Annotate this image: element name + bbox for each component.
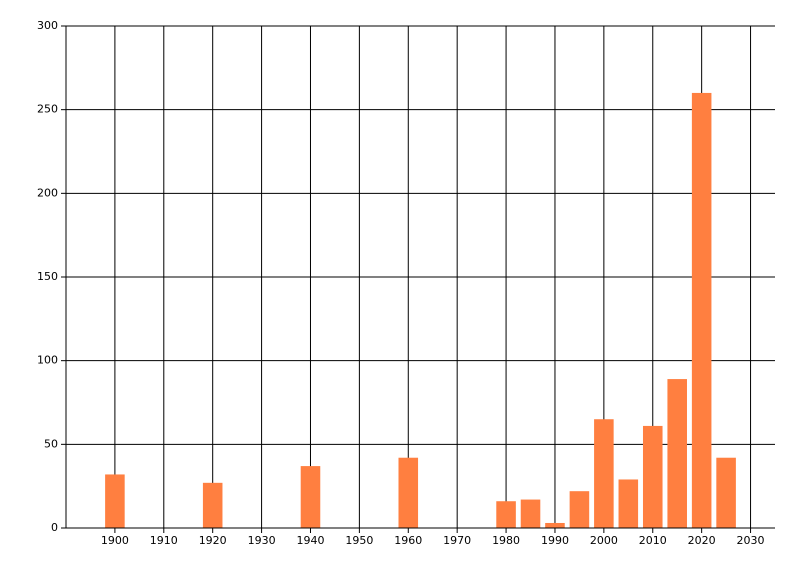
x-tick-label: 1930 xyxy=(248,534,276,547)
y-tick-label: 100 xyxy=(37,354,58,367)
x-tick-label: 1910 xyxy=(150,534,178,547)
bar xyxy=(520,499,541,528)
bar xyxy=(545,522,565,528)
x-tick-label: 1950 xyxy=(345,534,373,547)
bar xyxy=(667,379,687,528)
bar xyxy=(202,482,223,528)
x-tick-label: 1980 xyxy=(492,534,520,547)
y-tick-label: 200 xyxy=(37,186,58,199)
bar xyxy=(618,479,639,528)
x-tick-label: 1940 xyxy=(296,534,324,547)
x-tick-label: 1990 xyxy=(541,534,569,547)
y-tick-label: 250 xyxy=(37,103,58,116)
bar xyxy=(496,501,516,528)
y-tick-label: 150 xyxy=(37,270,58,283)
x-tick-label: 1960 xyxy=(394,534,422,547)
x-tick-label: 2000 xyxy=(590,534,618,547)
bar xyxy=(642,425,663,528)
bar xyxy=(594,419,614,528)
x-tick-label: 2010 xyxy=(639,534,667,547)
y-tick-label: 50 xyxy=(44,437,58,450)
x-tick-label: 1900 xyxy=(101,534,129,547)
y-tick-label: 0 xyxy=(51,521,58,534)
bar xyxy=(691,92,712,528)
x-tick-label: 1920 xyxy=(199,534,227,547)
bar xyxy=(300,466,321,528)
x-tick-label: 2020 xyxy=(688,534,716,547)
bar xyxy=(569,491,590,528)
bar xyxy=(105,474,125,528)
x-tick-label: 1970 xyxy=(443,534,471,547)
y-tick-label: 300 xyxy=(37,19,58,32)
bar xyxy=(716,457,736,528)
bar xyxy=(398,457,419,528)
x-tick-label: 2030 xyxy=(737,534,765,547)
